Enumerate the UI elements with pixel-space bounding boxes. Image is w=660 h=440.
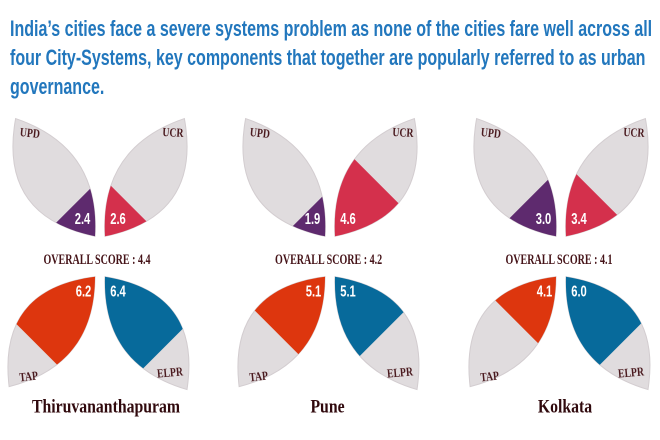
svg-text:3.4: 3.4	[571, 209, 587, 228]
svg-text:Kolkata: Kolkata	[538, 395, 593, 417]
svg-text:TAP: TAP	[480, 370, 500, 385]
svg-text:ELPR: ELPR	[386, 365, 414, 381]
svg-text:UPD: UPD	[249, 126, 270, 141]
svg-text:UCR: UCR	[392, 126, 415, 141]
svg-text:ELPR: ELPR	[617, 365, 645, 381]
svg-text:4.6: 4.6	[340, 209, 356, 228]
svg-text:TAP: TAP	[249, 370, 269, 385]
svg-text:5.1: 5.1	[340, 281, 356, 300]
svg-text:5.1: 5.1	[306, 281, 322, 300]
svg-text:OVERALL SCORE : 4.1: OVERALL SCORE : 4.1	[505, 251, 612, 267]
svg-text:UPD: UPD	[19, 126, 40, 141]
svg-text:OVERALL SCORE : 4.2: OVERALL SCORE : 4.2	[275, 251, 382, 267]
svg-text:3.0: 3.0	[536, 209, 552, 228]
svg-text:6.4: 6.4	[110, 281, 126, 300]
svg-text:Pune: Pune	[310, 395, 344, 417]
svg-text:4.1: 4.1	[537, 281, 553, 300]
svg-text:6.2: 6.2	[76, 281, 92, 300]
svg-text:ELPR: ELPR	[156, 365, 184, 381]
svg-text:UPD: UPD	[480, 126, 501, 141]
svg-text:2.6: 2.6	[110, 209, 126, 228]
svg-text:2.4: 2.4	[75, 209, 91, 228]
svg-text:TAP: TAP	[19, 370, 39, 385]
svg-text:UCR: UCR	[162, 126, 185, 141]
svg-text:6.0: 6.0	[571, 281, 587, 300]
svg-text:Thiruvananthapuram: Thiruvananthapuram	[32, 395, 180, 417]
svg-text:1.9: 1.9	[305, 209, 321, 228]
svg-text:OVERALL SCORE : 4.4: OVERALL SCORE : 4.4	[43, 251, 151, 267]
svg-text:UCR: UCR	[623, 126, 646, 141]
